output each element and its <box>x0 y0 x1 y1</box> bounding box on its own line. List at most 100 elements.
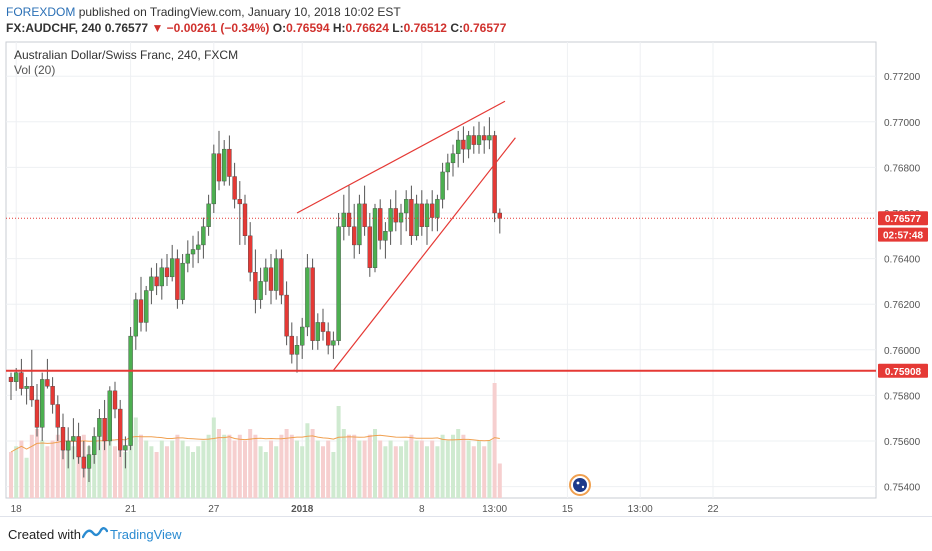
tradingview-link[interactable]: TradingView <box>110 527 182 542</box>
trendline[interactable] <box>332 137 516 371</box>
candle-up <box>107 390 113 442</box>
timer-price-label: 02:57:48 <box>878 227 928 242</box>
volume-bar <box>253 434 258 498</box>
y-tick-label: 0.77200 <box>884 72 921 83</box>
volume-bar <box>378 440 383 498</box>
volume-bar <box>149 446 154 498</box>
candle-up <box>71 436 76 442</box>
volume-bar <box>321 446 325 498</box>
candle-up <box>195 244 201 250</box>
australia-flag-icon[interactable] <box>569 474 591 496</box>
volume-bar <box>237 434 242 498</box>
open-label: O: <box>272 21 287 35</box>
time-axis[interactable]: 18 21 27 2018 8 13:00 15 13:00 22 <box>11 504 719 515</box>
volume-bar <box>76 440 81 498</box>
drawings[interactable] <box>6 100 876 372</box>
x-tick-label: 18 <box>11 504 23 515</box>
volume-bar <box>55 434 60 498</box>
y-tick-label: 0.75800 <box>884 391 921 402</box>
price-axis[interactable]: 0.772000.770000.768000.766000.764000.762… <box>878 72 928 494</box>
volume-bar <box>263 452 268 498</box>
volume-bar <box>305 423 310 498</box>
candle-up <box>190 249 196 255</box>
candle-down <box>492 135 497 214</box>
volume-bar <box>29 434 34 498</box>
volume-bar <box>211 417 216 498</box>
volume-bar <box>477 440 481 498</box>
volume-bar <box>154 452 159 498</box>
volume-bar <box>456 429 461 498</box>
volume-bar <box>419 440 424 498</box>
volume-bar <box>40 440 45 498</box>
high-value: 0.76624 <box>345 21 389 35</box>
candle-down <box>60 427 66 451</box>
volume-bar <box>227 434 232 498</box>
volume-bar <box>414 440 419 498</box>
candle-down <box>461 139 466 150</box>
candle-up <box>383 231 388 241</box>
candle-up <box>97 418 102 437</box>
candle-down <box>253 272 258 300</box>
candle-down <box>247 235 253 273</box>
candle-down <box>378 208 383 241</box>
volume-bar <box>191 452 195 498</box>
price-chart[interactable]: 0.772000.770000.768000.766000.764000.762… <box>0 38 932 516</box>
candle-up <box>274 258 279 291</box>
chart-legend-title: Australian Dollar/Swiss Franc, 240, FXCM <box>14 48 238 62</box>
candle-up <box>294 345 300 355</box>
candle-up <box>331 340 336 346</box>
trendline[interactable] <box>296 100 506 214</box>
x-tick-label: 22 <box>707 504 719 515</box>
candle-down <box>393 208 398 223</box>
y-tick-label: 0.75400 <box>884 483 921 494</box>
candle-down <box>268 267 274 291</box>
candle-down <box>232 176 237 200</box>
author-link[interactable]: FOREXDOM <box>6 5 76 19</box>
volume-bar <box>258 446 263 498</box>
volume-bar <box>435 446 440 498</box>
x-tick-label: 8 <box>419 504 425 515</box>
candle-up <box>388 208 393 232</box>
volume-bar <box>336 406 341 498</box>
candle-down <box>154 276 159 287</box>
volume-bar <box>310 429 315 498</box>
candle-up <box>86 454 92 469</box>
candle-down <box>320 322 326 332</box>
candle-down <box>284 294 289 337</box>
candle-up <box>206 203 211 227</box>
candle-down <box>242 203 248 237</box>
volume-bar <box>139 434 143 498</box>
volume-bar <box>347 434 351 498</box>
volume-bar <box>482 446 487 498</box>
volume-bar <box>232 440 237 498</box>
candle-up <box>13 372 19 382</box>
y-tick-label: 0.76400 <box>884 255 921 266</box>
volume-bars <box>9 383 502 498</box>
close-value: 0.76577 <box>462 21 507 35</box>
volume-bar <box>144 440 149 498</box>
open-value: 0.76594 <box>286 21 330 35</box>
candle-up <box>305 267 310 328</box>
candle-up <box>24 386 29 389</box>
tradingview-logo-icon[interactable] <box>82 525 108 541</box>
volume-bar <box>383 446 388 498</box>
volume-bar <box>440 434 445 498</box>
volume-bar <box>451 434 455 498</box>
volume-bar <box>107 429 112 498</box>
candle-up <box>414 203 419 237</box>
x-tick-label: 13:00 <box>628 504 653 515</box>
volume-bar <box>19 440 24 498</box>
x-tick-label: 2018 <box>291 504 314 515</box>
y-tick-label: 0.76200 <box>884 300 921 311</box>
candle-up <box>221 148 227 182</box>
volume-bar <box>248 429 253 498</box>
published-text: published on TradingView.com, January 10… <box>78 5 401 19</box>
volume-bar <box>175 434 180 498</box>
volume-bar <box>14 446 19 498</box>
volume-bar <box>243 440 247 498</box>
candle-up <box>456 139 461 154</box>
volume-bar <box>315 440 320 498</box>
candle-up <box>398 212 404 223</box>
candle-up <box>211 153 217 205</box>
candle-down <box>346 212 352 227</box>
